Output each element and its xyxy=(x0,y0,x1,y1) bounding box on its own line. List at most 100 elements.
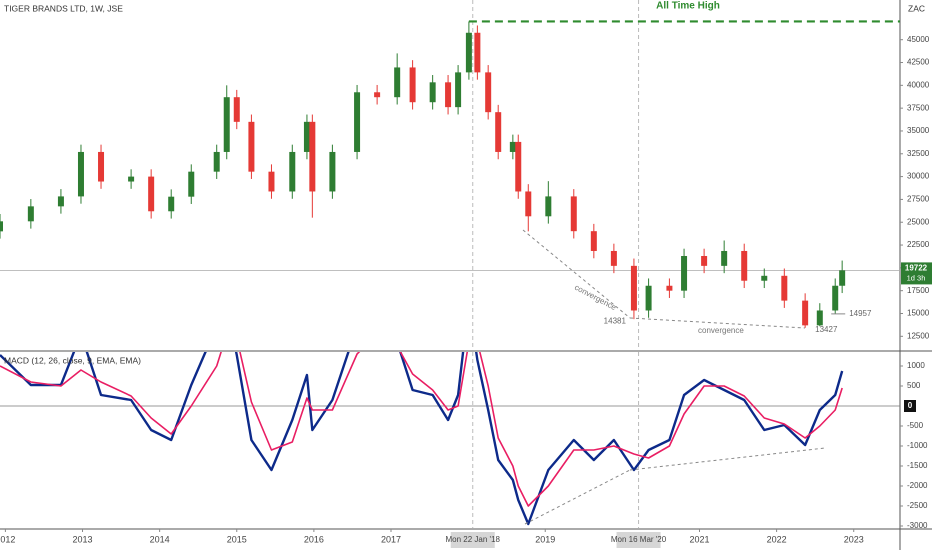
x-tick-label: 2015 xyxy=(227,534,247,544)
candle-body xyxy=(309,121,316,192)
last-price-label: 19722 xyxy=(905,264,928,273)
candle-body xyxy=(666,285,673,291)
axes: 2012 2013 2014 2015 2016 2017 Mon 22 Jan '18 20… xyxy=(0,35,932,548)
candle-body xyxy=(128,176,135,182)
y-tick-label: 500 xyxy=(907,381,921,390)
candle-body xyxy=(268,171,275,192)
candle-body xyxy=(721,250,728,266)
candle-body xyxy=(148,176,155,212)
chart-title: TIGER BRANDS LTD, 1W, JSE xyxy=(4,3,123,13)
candle-body xyxy=(168,196,175,212)
x-tick-label: 2013 xyxy=(73,534,93,544)
y-tick-label: 17500 xyxy=(907,286,930,295)
candle-body xyxy=(329,151,336,192)
y-tick-label: 15000 xyxy=(907,309,930,318)
macd-line xyxy=(0,352,844,526)
price-pane xyxy=(0,0,900,350)
candle-body xyxy=(455,72,462,108)
y-tick-label: 27500 xyxy=(907,195,930,204)
y-tick-label: -500 xyxy=(907,421,924,430)
y-tick-label: 45000 xyxy=(907,35,930,44)
ath-label: All Time High xyxy=(656,1,720,12)
y-tick-label: -2500 xyxy=(907,501,928,510)
y-tick-label: 32500 xyxy=(907,149,930,158)
candle-body xyxy=(57,196,64,207)
candle-body xyxy=(781,275,788,301)
candle-body xyxy=(509,141,516,152)
candle-body xyxy=(741,250,748,281)
candle-body xyxy=(465,32,472,73)
candle-body xyxy=(445,82,452,108)
candle-body xyxy=(354,92,361,152)
candle-body xyxy=(77,151,84,197)
x-label-bg xyxy=(616,532,661,548)
candle-body xyxy=(681,255,688,291)
candle-body xyxy=(761,275,768,281)
divergence-line xyxy=(524,469,631,525)
candle-body xyxy=(394,67,401,98)
candle-body xyxy=(525,191,532,217)
candle-body xyxy=(429,82,436,103)
y-tick-label: -2000 xyxy=(907,481,928,490)
candle-body xyxy=(248,121,255,172)
candle-body xyxy=(213,151,220,172)
convergence-label: convergence xyxy=(698,326,744,335)
candle-body xyxy=(590,231,597,251)
candle-body xyxy=(645,285,652,311)
candle-body xyxy=(515,141,522,192)
candle-body xyxy=(374,92,381,98)
macd-line xyxy=(0,352,843,507)
y-tick-label: -3000 xyxy=(907,521,928,530)
candle-body xyxy=(98,151,105,182)
last-price-badge xyxy=(901,262,932,285)
divergence-line xyxy=(522,229,631,319)
y-tick-label: -1500 xyxy=(907,461,928,470)
candle-body xyxy=(485,72,492,113)
x-tick-label: 2012 xyxy=(0,534,15,544)
candle-body xyxy=(630,265,637,311)
x-tick-label: 2014 xyxy=(150,534,170,544)
candle-body xyxy=(27,206,34,222)
candle-body xyxy=(409,67,416,103)
y-tick-label: 42500 xyxy=(907,58,930,67)
y-tick-label: 25000 xyxy=(907,217,930,226)
candle-body xyxy=(233,97,240,122)
x-tick-label: 2017 xyxy=(381,534,401,544)
y-tick-label: 0 xyxy=(908,401,913,410)
x-tick-label: 2016 xyxy=(304,534,324,544)
y-tick-label: 1000 xyxy=(907,361,925,370)
y-tick-label: 30000 xyxy=(907,172,930,181)
candle-body xyxy=(495,112,502,152)
candle-body xyxy=(303,121,310,152)
x-tick-label: 2019 xyxy=(535,534,555,544)
candle-body xyxy=(802,300,809,326)
divergence-line xyxy=(629,447,826,471)
candle-body xyxy=(570,196,577,232)
annotation-label: 14957 xyxy=(849,309,872,318)
candle-body xyxy=(545,196,552,217)
candle-body xyxy=(289,151,296,192)
candle-body xyxy=(188,171,195,197)
candle-body xyxy=(223,97,230,152)
candle-body xyxy=(0,221,3,232)
y-tick-label: 22500 xyxy=(907,240,930,249)
candle-body xyxy=(701,255,708,266)
x-tick-label: Mon 16 Mar '20 xyxy=(611,535,667,544)
y-tick-label: -1000 xyxy=(907,441,928,450)
zero-badge xyxy=(904,400,916,412)
x-tick-label: Mon 22 Jan '18 xyxy=(446,535,501,544)
candle-body xyxy=(610,250,617,266)
x-tick-label: 2022 xyxy=(767,534,787,544)
x-tick-label: 2023 xyxy=(844,534,864,544)
x-tick-label: 2021 xyxy=(689,534,709,544)
candle-body xyxy=(839,270,846,286)
y-tick-label: 35000 xyxy=(907,126,930,135)
candle-body xyxy=(816,310,823,326)
annotation-label: 13427 xyxy=(815,325,838,334)
candle-body xyxy=(832,285,839,311)
macd-pane xyxy=(0,352,900,528)
countdown-label: 1d 3h xyxy=(907,273,926,282)
divergence-line xyxy=(629,317,806,329)
